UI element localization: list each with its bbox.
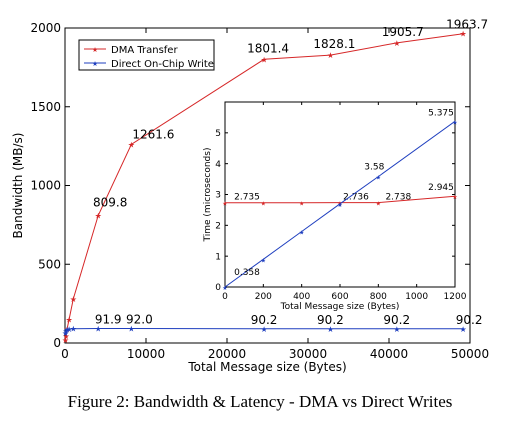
inset-data-label: 2.945 — [428, 183, 454, 193]
main-y-tick-label: 500 — [38, 257, 61, 271]
main-y-axis-label: Bandwidth (MB/s) — [11, 133, 25, 239]
inset-y-tick-label: 4 — [215, 160, 221, 170]
main-data-label: 1801.4 — [247, 41, 289, 55]
main-data-point: ★ — [70, 325, 77, 334]
main-data-point: ★ — [460, 30, 467, 39]
main-data-label: 1261.6 — [132, 127, 174, 141]
inset-data-point: ★ — [299, 201, 304, 208]
main-data-point: ★ — [63, 326, 70, 335]
inset-data-point: ★ — [222, 201, 227, 208]
main-y-tick-label: 2000 — [30, 21, 61, 35]
main-data-label: 91.9 — [95, 313, 122, 327]
main-data-point: ★ — [95, 325, 102, 334]
inset-data-point: ★ — [261, 201, 266, 208]
main-data-label: 90.2 — [251, 313, 278, 327]
main-data-label: 90.2 — [317, 313, 344, 327]
inset-data-point: ★ — [452, 194, 457, 201]
inset-x-tick-label: 800 — [370, 292, 387, 302]
main-data-point: ★ — [70, 295, 77, 304]
inset-x-tick-label: 0 — [222, 292, 228, 302]
inset-data-point: ★ — [222, 285, 227, 292]
main-y-tick-label: 0 — [53, 336, 61, 350]
inset-data-label: 0.358 — [234, 268, 260, 278]
inset-y-axis-label: Time (microseconds) — [203, 148, 213, 243]
main-data-label: 90.2 — [456, 313, 483, 327]
main-data-point: ★ — [128, 325, 135, 334]
main-data-point: ★ — [62, 327, 69, 336]
inset-plot-frame — [224, 101, 456, 288]
main-data-point: ★ — [460, 325, 467, 334]
inset-x-tick-label: 600 — [331, 292, 348, 302]
main-x-axis-label: Total Message size (Bytes) — [187, 360, 346, 374]
main-data-point: ★ — [62, 336, 69, 345]
main-x-tick-label: 50000 — [451, 347, 489, 361]
main-series-line-1 — [65, 328, 464, 334]
legend-label: DMA Transfer — [111, 45, 178, 56]
main-x-tick-label: 20000 — [208, 347, 246, 361]
inset-y-tick-label: 3 — [215, 191, 221, 201]
inset-data-label: 2.736 — [343, 193, 369, 203]
main-data-point: ★ — [95, 211, 102, 220]
inset-x-axis-label: Total Message size (Bytes) — [280, 302, 400, 312]
inset-data-label: 2.735 — [234, 193, 260, 203]
legend-label: Direct On-Chip Write — [111, 59, 214, 70]
main-x-tick-label: 0 — [61, 347, 69, 361]
main-data-label: 809.8 — [93, 195, 127, 209]
inset-data-point: ★ — [376, 175, 381, 182]
main-data-point: ★ — [66, 315, 73, 324]
main-data-label: 90.2 — [383, 313, 410, 327]
inset-x-tick-label: 1200 — [444, 292, 467, 302]
main-x-tick-label: 40000 — [370, 347, 408, 361]
main-x-tick-label: 30000 — [289, 347, 327, 361]
main-data-point: ★ — [327, 325, 334, 334]
inset-x-tick-label: 400 — [293, 292, 310, 302]
legend-swatch-marker: ★ — [92, 46, 98, 54]
legend-box — [78, 39, 215, 71]
main-data-point: ★ — [393, 39, 400, 48]
inset-data-point: ★ — [299, 230, 304, 237]
legend-swatch-marker: ★ — [92, 60, 98, 68]
main-y-tick-label: 1500 — [30, 100, 61, 114]
inset-x-tick-label: 200 — [255, 292, 272, 302]
figure-caption: Figure 2: Bandwidth & Latency - DMA vs D… — [67, 392, 453, 411]
inset-data-label: 2.738 — [385, 193, 411, 203]
main-data-point: ★ — [260, 55, 267, 64]
main-data-point: ★ — [62, 332, 69, 341]
main-data-label: 92.0 — [126, 313, 153, 327]
main-data-point: ★ — [128, 140, 135, 149]
main-data-point: ★ — [327, 51, 334, 60]
inset-data-point: ★ — [376, 201, 381, 208]
inset-data-point: ★ — [261, 257, 266, 264]
inset-series-line-1 — [224, 120, 456, 288]
main-data-point: ★ — [260, 325, 267, 334]
main-series-line-0 — [65, 33, 464, 340]
main-data-point: ★ — [393, 325, 400, 334]
main-data-point: ★ — [62, 329, 69, 338]
main-data-point: ★ — [66, 325, 73, 334]
inset-data-point: ★ — [452, 119, 457, 126]
inset-y-tick-label: 1 — [215, 252, 221, 262]
main-data-label: 1828.1 — [313, 37, 355, 51]
inset-data-label: 3.58 — [364, 163, 384, 173]
inset-data-label: 5.375 — [428, 108, 454, 118]
inset-y-tick-label: 2 — [215, 221, 221, 231]
inset-series-line-0 — [225, 195, 456, 204]
inset-y-tick-label: 5 — [215, 129, 221, 139]
main-y-tick-label: 1000 — [30, 179, 61, 193]
inset-x-tick-label: 1000 — [405, 292, 428, 302]
main-x-tick-label: 10000 — [127, 347, 165, 361]
main-data-label: 1963.7 — [446, 18, 488, 32]
inset-y-tick-label: 0 — [215, 283, 221, 293]
main-data-label: 1905.7 — [382, 25, 424, 39]
inset-data-point: ★ — [337, 202, 342, 209]
